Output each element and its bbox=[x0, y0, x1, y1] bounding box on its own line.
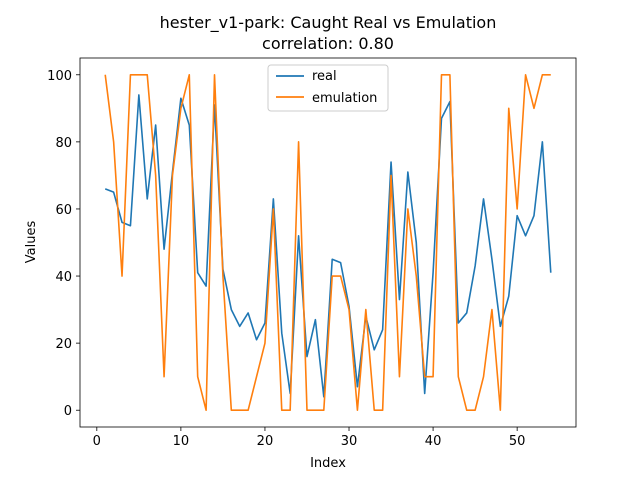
x-tick-label: 20 bbox=[257, 434, 274, 449]
x-tick-label: 10 bbox=[173, 434, 190, 449]
y-axis-ticks: 0 20 40 60 80 100 bbox=[47, 69, 80, 419]
chart-subtitle: correlation: 0.80 bbox=[262, 34, 394, 53]
x-tick-label: 0 bbox=[93, 434, 101, 449]
y-tick-label: 80 bbox=[55, 136, 72, 151]
legend-label-emulation: emulation bbox=[312, 91, 377, 106]
x-axis-ticks: 0 10 20 30 40 50 bbox=[93, 427, 526, 449]
x-axis-label: Index bbox=[310, 456, 346, 471]
x-tick-label: 50 bbox=[509, 434, 526, 449]
y-tick-label: 100 bbox=[47, 69, 72, 84]
y-axis-label: Values bbox=[24, 221, 39, 264]
x-tick-label: 30 bbox=[341, 434, 358, 449]
legend-label-real: real bbox=[312, 69, 337, 84]
y-tick-label: 20 bbox=[55, 337, 72, 352]
y-tick-label: 40 bbox=[55, 270, 72, 285]
series-line-real bbox=[104, 94, 552, 398]
plot-frame bbox=[79, 57, 577, 428]
legend: real emulation bbox=[267, 64, 389, 112]
y-tick-label: 0 bbox=[64, 404, 72, 419]
chart-title: hester_v1-park: Caught Real vs Emulation bbox=[160, 13, 497, 33]
x-tick-label: 40 bbox=[425, 434, 442, 449]
series-line-emulation bbox=[104, 73, 551, 412]
y-tick-label: 60 bbox=[55, 203, 72, 218]
series-layer bbox=[104, 73, 552, 412]
